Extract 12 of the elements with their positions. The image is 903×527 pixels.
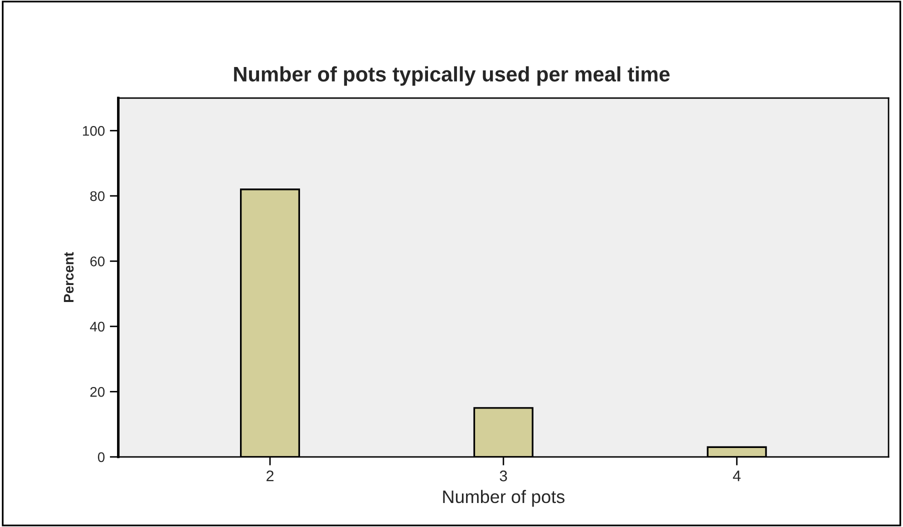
y-tick-label: 100	[82, 126, 105, 136]
x-tick-label: 2	[266, 470, 274, 482]
y-axis-title: Percent	[64, 252, 74, 302]
y-tick-label: 80	[90, 191, 105, 202]
x-tick-label: 4	[732, 470, 741, 482]
y-tick-label: 40	[90, 322, 105, 332]
x-tick-label: 3	[500, 470, 507, 482]
x-axis-title: Number of pots	[443, 490, 564, 507]
y-tick-label: 0	[98, 452, 105, 462]
chart-title: Number of pots typically used per meal time	[234, 66, 670, 86]
y-tick-label: 60	[90, 256, 105, 266]
y-tick-label: 20	[90, 386, 105, 397]
